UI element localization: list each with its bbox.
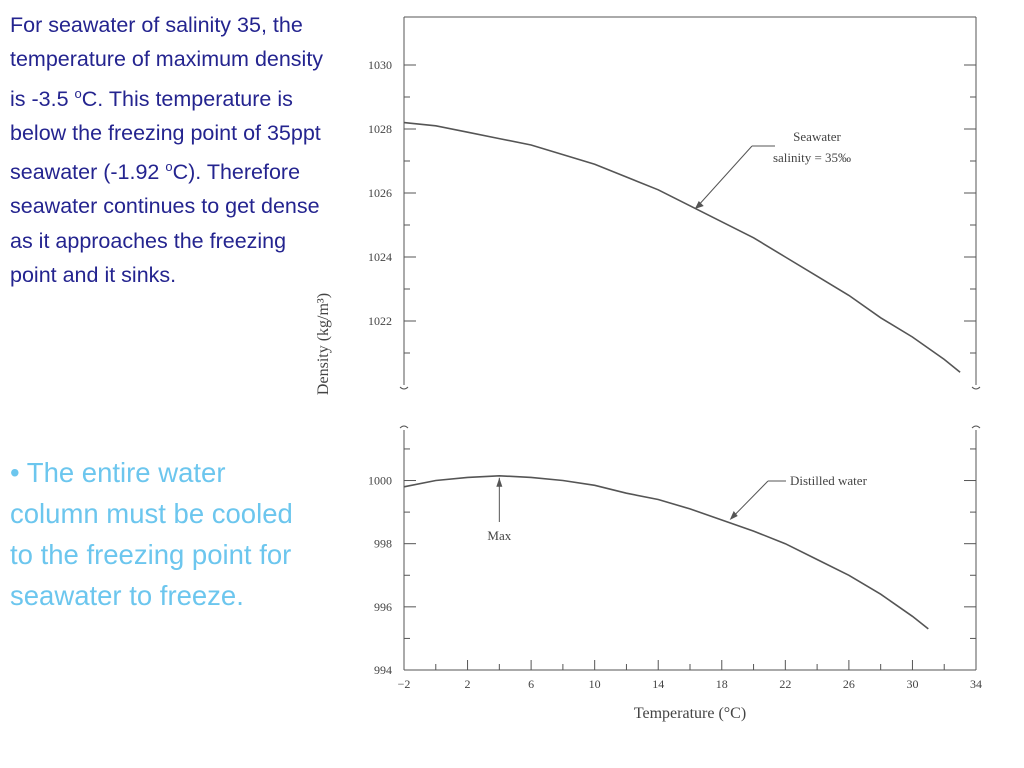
x-tick-label: 34 [970,677,982,691]
y-tick-label: 994 [374,663,392,677]
y-tick-label: 1022 [368,314,392,328]
y-tick-label: 1000 [368,474,392,488]
distilled-water-curve [403,474,929,630]
seawater-label: Seawater [793,129,841,144]
x-tick-label: 26 [843,677,855,691]
y-tick-label: 1030 [368,58,392,72]
y-axis-title: Density (kg/m³) [315,293,332,395]
x-tick-label: 14 [652,677,664,691]
y-tick-label: 1028 [368,122,392,136]
explanation-text-c: C). Therefore seawater continues to get … [10,160,320,288]
bullet-point: • The entire water column must be cooled… [10,457,293,611]
x-tick-label: 18 [716,677,728,691]
x-tick-label: 30 [906,677,918,691]
seawater-salinity-label: salinity = 35‰ [773,150,851,165]
axis-break-mark [399,425,409,429]
seawater-curve [403,121,961,373]
axis-break-mark [971,425,981,429]
x-axis-title: Temperature (°C) [634,705,746,722]
y-tick-label: 1024 [368,250,392,264]
degree-superscript-1: o [74,85,82,101]
chart-top-seawater: 1022 1024 1026 1028 1030 Seawater salinity = 3… [368,16,981,390]
seawater-leader-line [698,145,753,206]
y-tick-label: 1026 [368,186,392,200]
distilled-arrowhead [729,511,738,520]
axis-break-mark [399,386,409,390]
x-tick-label: 6 [528,677,534,691]
distilled-water-label: Distilled water [790,473,868,488]
explanation-paragraph: For seawater of salinity 35, the tempera… [10,8,328,292]
x-tick-label: 2 [465,677,471,691]
y-tick-label: 996 [374,600,392,614]
explanation-text-a: For seawater of salinity 35, the tempera… [10,13,324,111]
max-label: Max [487,528,511,543]
x-tick-label: −2 [398,677,411,691]
explanation-text-b: C. This temperature is below the freezin… [10,86,321,185]
y-tick-label: 998 [374,537,392,551]
x-tick-label: 22 [779,677,791,691]
distilled-leader-line [732,480,769,518]
max-arrowhead [496,477,503,487]
x-tick-label: 10 [589,677,601,691]
axis-break-mark [971,386,981,390]
seawater-arrowhead [694,201,704,209]
degree-superscript-2: o [165,159,173,175]
